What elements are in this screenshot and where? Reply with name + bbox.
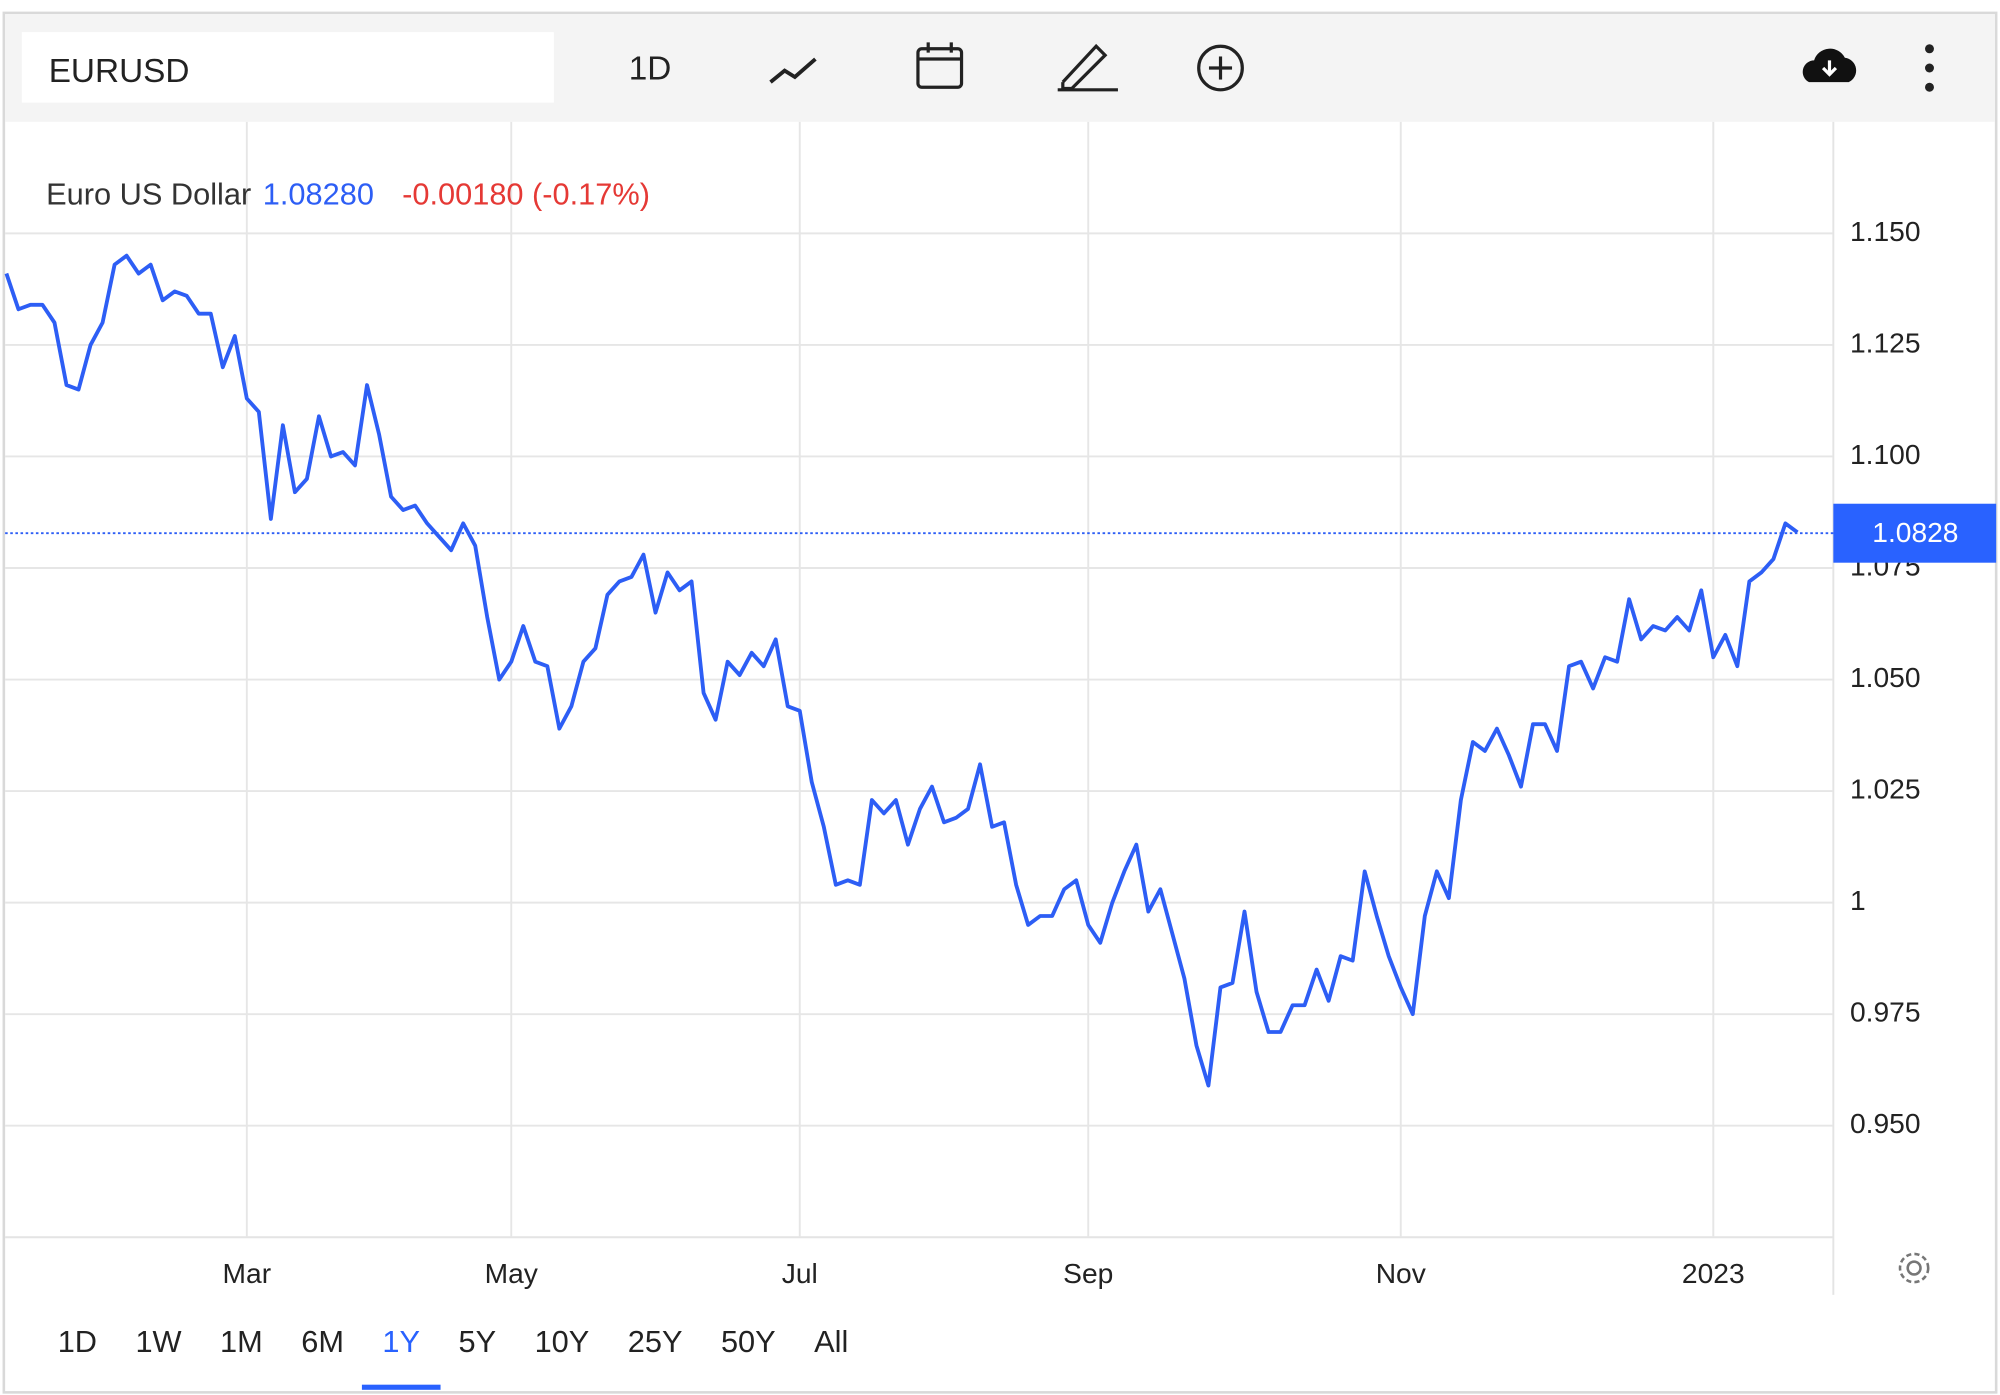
- range-button[interactable]: All: [814, 1324, 848, 1359]
- range-button[interactable]: 1M: [220, 1324, 263, 1359]
- y-tick-label: 1.150: [1850, 215, 1921, 247]
- x-tick-label: May: [485, 1257, 539, 1289]
- x-tick-label: Jul: [782, 1257, 818, 1289]
- symbol: EURUSD: [49, 53, 190, 90]
- compare-icon[interactable]: [1197, 44, 1244, 92]
- widget-frame: [2, 11, 1998, 1394]
- plot: 0.9500.97511.0251.0501.0751.1001.1251.15…: [4, 215, 1997, 1289]
- download-icon[interactable]: [1802, 48, 1857, 83]
- selected-underline: [361, 1384, 441, 1390]
- range-button[interactable]: 1D: [58, 1324, 97, 1359]
- interval[interactable]: 1D: [629, 50, 672, 87]
- draw-icon[interactable]: [1057, 43, 1118, 92]
- range-button[interactable]: 50Y: [721, 1324, 776, 1359]
- y-tick-label: 1.025: [1850, 773, 1921, 805]
- y-tick-label: 0.975: [1850, 996, 1921, 1028]
- range-button[interactable]: 1W: [135, 1324, 181, 1359]
- symbol-box[interactable]: [21, 32, 554, 103]
- quote-name: Euro US Dollar: [46, 176, 251, 211]
- y-tick-label: 1.050: [1850, 661, 1921, 693]
- quote-change: -0.00180 (-0.17%): [402, 176, 650, 211]
- current-price-label: 1.0828: [1872, 516, 1958, 548]
- quote-price: 1.08280: [263, 176, 374, 211]
- y-tick-label: 0.950: [1850, 1107, 1921, 1139]
- price-line: [4, 253, 1799, 1088]
- range-button[interactable]: 5Y: [458, 1324, 496, 1359]
- y-tick-label: 1: [1850, 884, 1866, 916]
- x-tick-label: Mar: [223, 1257, 272, 1289]
- current-price-badge: [1833, 503, 1997, 563]
- range-button[interactable]: 25Y: [628, 1324, 683, 1359]
- menu-icon[interactable]: [1925, 44, 1934, 92]
- range-selector: 1D 1W 1M 6M 1Y 5Y 10Y 25Y 50Y All: [58, 1324, 848, 1390]
- x-tick-label: 2023: [1682, 1257, 1745, 1289]
- range-button[interactable]: 1Y: [382, 1324, 420, 1359]
- settings-icon[interactable]: [1898, 1252, 1930, 1284]
- x-tick-label: Sep: [1063, 1257, 1113, 1289]
- x-tick-label: Nov: [1376, 1257, 1426, 1289]
- y-tick-label: 1.100: [1850, 438, 1921, 470]
- range-button[interactable]: 6M: [301, 1324, 344, 1359]
- calendar-icon[interactable]: [916, 42, 964, 89]
- line-icon[interactable]: [769, 57, 817, 84]
- range-button[interactable]: 10Y: [535, 1324, 590, 1359]
- grid: [5, 121, 1834, 1238]
- y-tick-label: 1.125: [1850, 326, 1921, 358]
